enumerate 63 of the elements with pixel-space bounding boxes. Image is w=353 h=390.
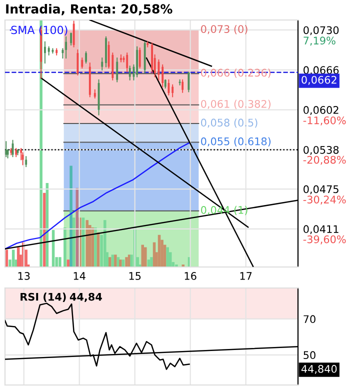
y-tick-label: 70 <box>304 315 316 324</box>
x-tick-label: 17 <box>240 272 252 280</box>
candlestick <box>85 51 87 64</box>
candlestick <box>172 84 174 98</box>
y-tick-label: 50 <box>304 351 316 360</box>
y2-tick-label: -39,60% <box>303 235 346 244</box>
bar <box>108 257 112 267</box>
y-tick-label: 0,0538 <box>304 146 339 155</box>
bar <box>104 220 106 267</box>
chart-title: RSI (14) <box>20 292 66 302</box>
bar <box>150 257 153 267</box>
candlestick <box>72 20 75 48</box>
bar <box>64 227 66 267</box>
bar <box>144 247 147 267</box>
band-label: 0,073 (0) <box>201 24 248 34</box>
candlestick <box>138 48 141 69</box>
chart-title: Intradia, Renta: 20,58% <box>6 4 172 16</box>
candlestick <box>128 66 131 80</box>
bar <box>86 220 89 267</box>
bar <box>119 260 122 267</box>
bar <box>43 192 46 267</box>
y-tick-label: 0,0411 <box>304 225 338 234</box>
x-tick-label: 16 <box>184 272 196 280</box>
candlestick <box>25 156 28 168</box>
candlestick <box>81 58 84 69</box>
bar <box>58 257 62 267</box>
y-tick-label: 0,0730 <box>304 26 339 36</box>
band-label: 0,061 (0.382) <box>201 100 271 110</box>
x-tick-label: 13 <box>18 272 30 280</box>
x-tick-label: 15 <box>129 272 141 280</box>
text: 44,840 <box>301 364 337 374</box>
y2-tick-label: -20,88% <box>303 156 346 165</box>
bar <box>70 166 72 267</box>
bar <box>141 244 144 267</box>
y-tick-label: 0,0666 <box>304 66 339 76</box>
candlestick <box>116 58 118 82</box>
bar <box>125 257 128 267</box>
candlestick <box>70 32 72 46</box>
x-tick-label: 14 <box>74 272 86 280</box>
y2-tick-label: 7,19% <box>304 36 336 46</box>
y2-tick-label: -30,24% <box>303 196 346 205</box>
bar <box>166 247 169 267</box>
candlestick <box>168 79 170 96</box>
candlestick <box>65 36 68 59</box>
y-tick-label: 0,0475 <box>304 185 338 194</box>
bar <box>94 227 97 267</box>
band-label: 0,055 (0.618) <box>201 137 271 146</box>
annotation: 44,84 <box>70 292 102 302</box>
candlestick <box>44 41 46 64</box>
candlestick <box>158 59 160 80</box>
bar <box>114 254 117 267</box>
candlestick <box>76 49 79 76</box>
candlestick <box>182 79 184 93</box>
candlestick <box>188 72 190 92</box>
candlestick <box>101 58 104 70</box>
candlestick <box>62 48 64 59</box>
band-label: 0,058 (0.5) <box>201 118 258 128</box>
ref-line-label: 0,0662 <box>302 76 336 85</box>
candlestick <box>126 52 128 72</box>
candlestick <box>162 64 164 88</box>
y-tick-label: 0,0602 <box>304 106 338 115</box>
y2-tick-label: -11,60% <box>303 116 346 126</box>
candlestick <box>112 52 114 80</box>
